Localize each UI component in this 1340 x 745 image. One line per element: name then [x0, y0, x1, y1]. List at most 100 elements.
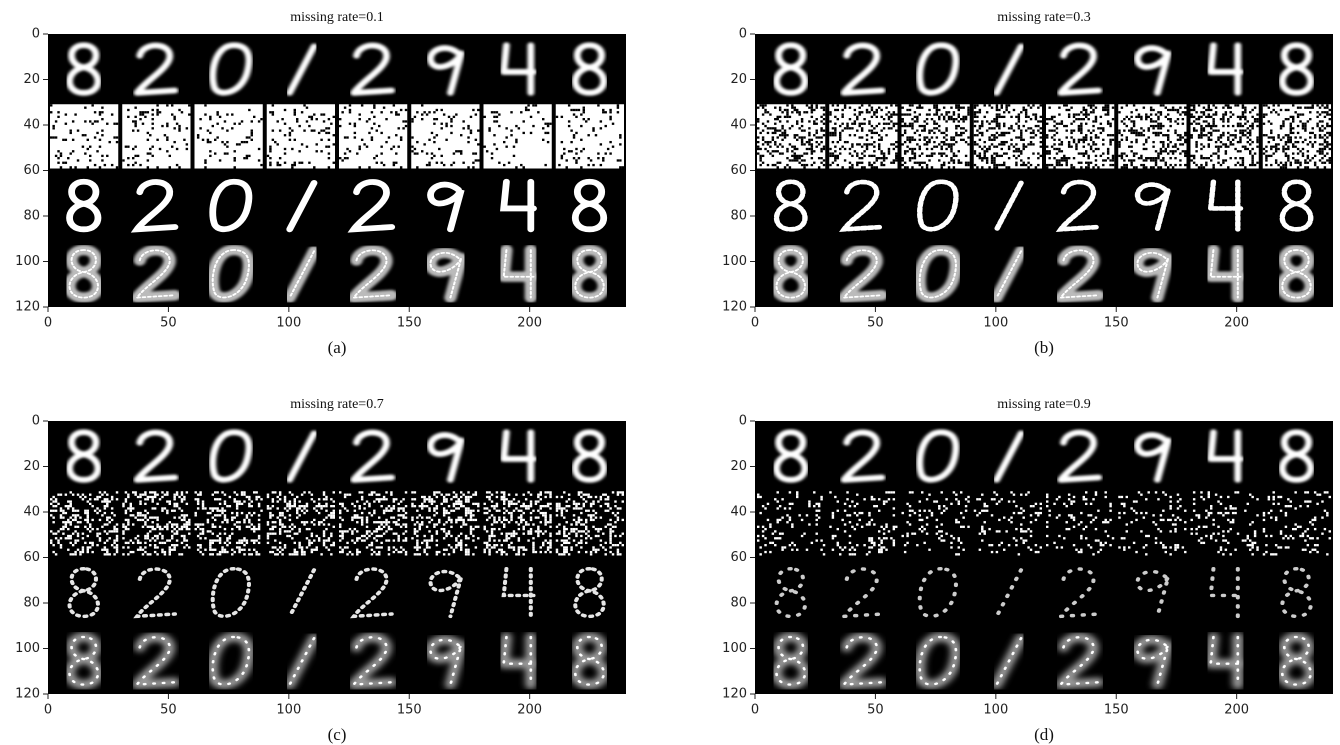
mask-pixel	[1008, 148, 1010, 150]
mask-pixel	[1025, 129, 1027, 131]
mask-pixel	[811, 157, 813, 159]
mask-pixel	[1251, 159, 1253, 161]
mask-pixel	[311, 533, 313, 535]
mask-pixel	[171, 530, 173, 532]
mask-pixel	[904, 129, 906, 131]
mask-pixel	[1075, 118, 1077, 120]
mask-pixel	[950, 150, 952, 152]
mask-pixel	[789, 143, 791, 145]
mask-pixel	[1329, 159, 1331, 161]
mask-pixel	[527, 539, 529, 541]
mask-pixel	[816, 523, 818, 525]
mask-pixel	[253, 542, 255, 544]
mask-pixel	[981, 166, 983, 168]
mask-pixel	[229, 496, 231, 498]
mask-pixel	[116, 537, 118, 539]
mask-pixel	[914, 120, 916, 122]
mask-pixel	[325, 496, 327, 498]
mask-pixel	[376, 528, 378, 530]
mask-pixel	[575, 116, 577, 118]
mask-pixel	[1208, 116, 1210, 118]
mask-pixel	[979, 152, 981, 154]
mask-pixel	[1321, 162, 1323, 164]
mask-pixel	[893, 514, 895, 516]
mask-pixel	[866, 109, 868, 111]
mask-pixel	[289, 526, 291, 528]
mask-pixel	[861, 146, 863, 148]
mask-pixel	[181, 542, 183, 544]
mask-pixel	[219, 553, 221, 555]
mask-pixel	[525, 507, 527, 509]
mask-pixel	[82, 498, 84, 500]
mask-pixel	[72, 533, 74, 535]
mask-pixel	[219, 537, 221, 539]
mask-pixel	[762, 526, 764, 528]
mask-pixel	[1242, 146, 1244, 148]
mask-pixel	[1280, 166, 1282, 168]
mask-pixel	[945, 111, 947, 113]
mask-pixel	[931, 118, 933, 120]
mask-pixel	[888, 123, 890, 125]
mask-pixel	[823, 118, 825, 120]
mask-pixel	[1174, 129, 1176, 131]
mask-pixel	[895, 152, 897, 154]
x-tick-label: 0	[751, 316, 759, 331]
mask-pixel	[216, 491, 218, 493]
mask-pixel	[868, 164, 870, 166]
mask-pixel	[513, 530, 515, 532]
mask-pixel	[816, 107, 818, 109]
mask-pixel	[1217, 146, 1219, 148]
mask-pixel	[530, 512, 532, 514]
mask-pixel	[385, 530, 387, 532]
mask-pixel	[1070, 136, 1072, 138]
mask-pixel	[1053, 116, 1055, 118]
mask-pixel	[540, 512, 542, 514]
mask-pixel	[871, 116, 873, 118]
mask-pixel	[816, 132, 818, 134]
mask-pixel	[188, 523, 190, 525]
mask-pixel	[79, 516, 81, 518]
mask-pixel	[936, 500, 938, 502]
mask-pixel	[186, 127, 188, 129]
mask-pixel	[154, 528, 156, 530]
mask-pixel	[294, 109, 296, 111]
mask-pixel	[600, 498, 602, 500]
mask-pixel	[255, 491, 257, 493]
mask-pixel	[1242, 111, 1244, 113]
mask-pixel	[587, 157, 589, 159]
mask-pixel	[600, 143, 602, 145]
mask-pixel	[1227, 125, 1229, 127]
mask-pixel	[286, 530, 288, 532]
mask-pixel	[1210, 134, 1212, 136]
mask-pixel	[510, 512, 512, 514]
mask-pixel	[916, 118, 918, 120]
mask-pixel	[1217, 129, 1219, 131]
mask-pixel	[484, 551, 486, 553]
mask-pixel	[234, 157, 236, 159]
mask-pixel	[395, 134, 397, 136]
mask-pixel	[281, 512, 283, 514]
mask-pixel	[258, 553, 260, 555]
mask-pixel	[585, 537, 587, 539]
mask-pixel	[328, 549, 330, 551]
mask-pixel	[484, 549, 486, 551]
mask-pixel	[436, 553, 438, 555]
mask-pixel	[212, 539, 214, 541]
mask-pixel	[388, 136, 390, 138]
mask-pixel	[448, 530, 450, 532]
mask-pixel	[279, 157, 281, 159]
mask-pixel	[1239, 141, 1241, 143]
mask-pixel	[818, 143, 820, 145]
mask-pixel	[323, 491, 325, 493]
mask-pixel	[976, 129, 978, 131]
mask-pixel	[1321, 136, 1323, 138]
mask-pixel	[460, 516, 462, 518]
mask-pixel	[212, 526, 214, 528]
mask-pixel	[873, 127, 875, 129]
mask-pixel	[475, 113, 477, 115]
mask-pixel	[1230, 157, 1232, 159]
mask-pixel	[928, 494, 930, 496]
mask-pixel	[1230, 143, 1232, 145]
mask-pixel	[542, 512, 544, 514]
mask-pixel	[774, 143, 776, 145]
